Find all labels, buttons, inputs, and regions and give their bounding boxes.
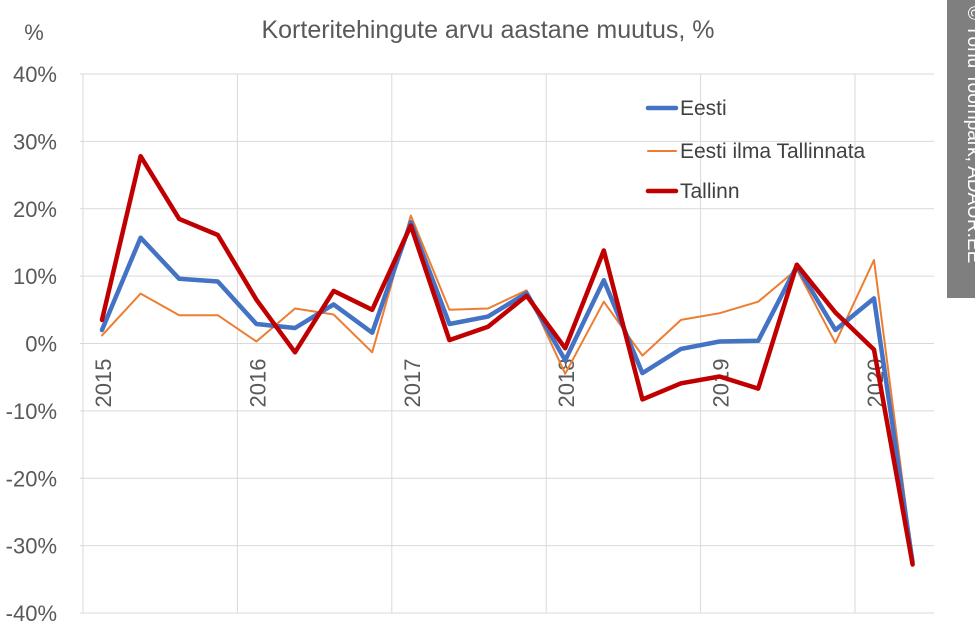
x-tick-label: 2017 <box>400 359 425 408</box>
y-tick-label: 0% <box>25 332 57 357</box>
credit-text: © Tõnu Toompark, ADAUR.EE <box>963 6 977 263</box>
series-layer <box>99 153 915 567</box>
legend-label: Tallinn <box>680 180 740 203</box>
y-tick-label: 30% <box>13 129 57 154</box>
series-line-eesti <box>99 219 915 565</box>
y-tick-label: -40% <box>6 601 57 626</box>
series-line-tallinn <box>99 153 915 567</box>
legend-label: Eesti ilma Tallinnata <box>680 140 866 163</box>
y-tick-label: -20% <box>6 466 57 491</box>
x-tick-label: 2016 <box>245 359 270 408</box>
y-tick-label: 40% <box>13 62 57 87</box>
legend: Eesti Eesti ilma Tallinnata Tallinn <box>645 97 866 203</box>
x-tick-label: 2019 <box>709 359 734 408</box>
credit-watermark: © Tõnu Toompark, ADAUR.EE <box>947 0 977 298</box>
legend-label: Eesti <box>680 97 727 120</box>
y-tick-label: -10% <box>6 399 57 424</box>
x-tick-label: 2018 <box>554 359 579 408</box>
y-axis-unit-label: % <box>24 20 44 45</box>
x-tick-label: 2015 <box>91 359 116 408</box>
axes: 40% 30% 20% 10% 0% -10% -20% -30% -40% 2015 2016 20… <box>6 62 888 626</box>
series-line-eesti-ilma-tallinnata <box>101 214 914 561</box>
chart-title: Korteritehingute arvu aastane muutus, % <box>261 16 714 44</box>
y-tick-label: 20% <box>13 197 57 222</box>
y-tick-label: -30% <box>6 534 57 559</box>
y-tick-label: 10% <box>13 264 57 289</box>
